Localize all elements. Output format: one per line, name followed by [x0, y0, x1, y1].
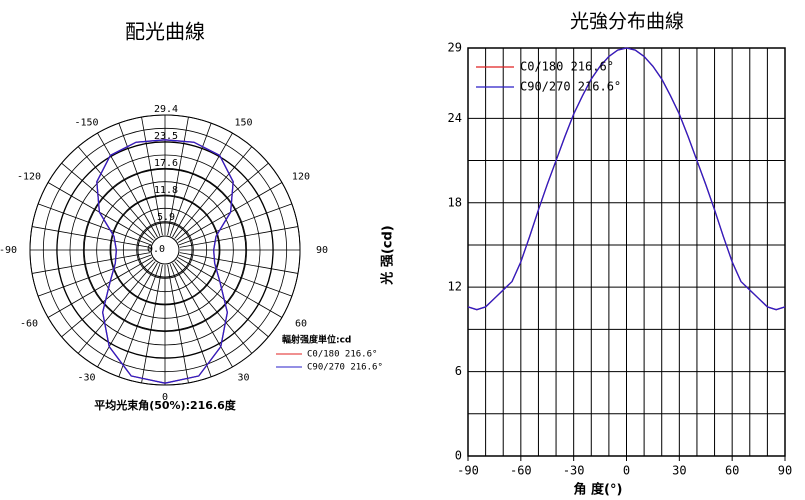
theta-tick-label: -90 [0, 245, 17, 256]
theta-tick-label: -120 [17, 172, 41, 183]
note: 平均光束角(50%):216.6度 [94, 398, 237, 412]
y-tick-label: 6 [455, 364, 462, 378]
ring [42, 127, 288, 373]
ring [82, 167, 248, 333]
spoke [38, 203, 152, 246]
theta-tick-label: 30 [237, 372, 249, 383]
theta-tick-label: -150 [74, 118, 98, 129]
grid-ring [56, 141, 274, 359]
grid-ring [137, 222, 193, 278]
theta-tick-label: 60 [295, 319, 307, 330]
spoke [38, 254, 152, 297]
spoke [178, 254, 292, 297]
spoke [118, 263, 161, 377]
spoke [172, 262, 233, 368]
spoke [167, 116, 189, 236]
theta-tick-label: -60 [20, 319, 38, 330]
x-axis-label: 角 度(°) [574, 482, 623, 498]
x-tick-label: 60 [725, 464, 739, 478]
y-tick-label: 29 [448, 41, 462, 55]
spoke [141, 264, 163, 384]
spoke [47, 257, 153, 318]
spoke [77, 146, 156, 239]
ring [96, 181, 234, 319]
ring [69, 154, 261, 346]
spoke [176, 162, 269, 241]
chart-title: 配光曲線 [125, 20, 205, 44]
spoke [97, 262, 158, 368]
x-tick-label: -90 [457, 464, 479, 478]
theta-tick-label: 90 [316, 245, 328, 256]
legend-title: 輻射强度単位:cd [282, 334, 351, 346]
legend-label: C0/180 216.6° [307, 350, 377, 360]
x-tick-label: -60 [510, 464, 532, 478]
spoke [174, 261, 253, 354]
x-tick-label: 30 [672, 464, 686, 478]
theta-tick-label: 120 [292, 172, 310, 183]
spoke [177, 257, 283, 318]
line [467, 47, 786, 311]
theta-tick-label: -30 [77, 372, 95, 383]
r-tick-label: 29.4 [154, 104, 178, 115]
spoke [169, 123, 212, 237]
ring [109, 194, 221, 306]
polar-line [96, 139, 234, 384]
spoke [61, 162, 154, 241]
spoke [179, 252, 299, 274]
r-tick-label-copy: 0.0 [147, 244, 165, 255]
r-tick-label: 5.9 [157, 212, 175, 223]
grid-ring [110, 195, 220, 305]
ring [122, 207, 208, 293]
ring [136, 221, 194, 279]
legend-label: C90/270 216.6° [307, 363, 383, 373]
r-tick-label: 17.6 [154, 158, 178, 169]
spoke [167, 264, 189, 384]
spoke [169, 263, 212, 377]
grid-ring [29, 114, 301, 386]
y-tick-label: 18 [448, 195, 462, 209]
spoke [172, 132, 233, 238]
r-tick-label: 11.8 [154, 185, 178, 196]
x-tick-label: -30 [563, 464, 585, 478]
spoke [31, 252, 151, 274]
y-tick-label: 12 [448, 280, 462, 294]
r-tick-label: 23.5 [154, 131, 178, 142]
spoke [174, 146, 253, 239]
theta-tick-label: 150 [234, 118, 252, 129]
spoke [179, 226, 299, 248]
x-tick-label: 0 [623, 464, 630, 478]
chart-title: 光強分布曲線 [570, 11, 684, 33]
spoke [31, 226, 151, 248]
spoke [77, 261, 156, 354]
y-tick-label: 24 [448, 111, 462, 125]
spoke [61, 259, 154, 338]
spoke [141, 116, 163, 236]
spoke [118, 123, 161, 237]
center-hole [150, 235, 180, 265]
y-tick-label: 0 [455, 449, 462, 463]
spoke [178, 203, 292, 246]
legend-label: C90/270 216.6° [520, 80, 621, 94]
x-tick-label: 90 [778, 464, 792, 478]
spoke [97, 132, 158, 238]
y-axis-label: 光 强(cd) [380, 225, 396, 285]
grid-ring [83, 168, 247, 332]
spoke [176, 259, 269, 338]
legend-label: C0/180 216.6° [520, 60, 614, 74]
theta-tick-label: 0 [162, 392, 168, 403]
